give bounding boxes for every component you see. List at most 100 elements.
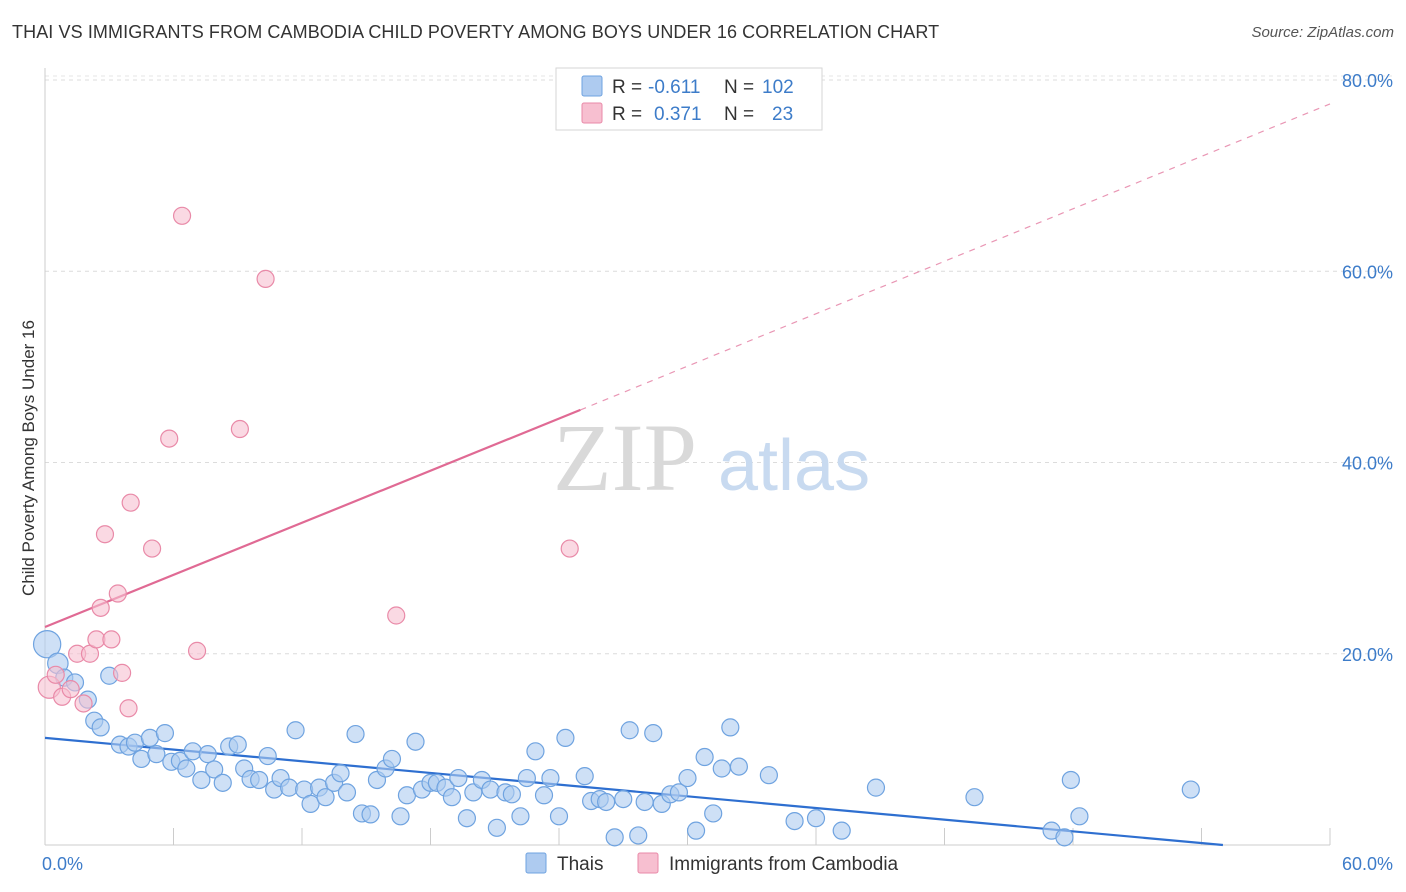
y-tick-labels: 20.0% 40.0% 60.0% 80.0% <box>1342 71 1393 665</box>
thais-point-48 <box>406 732 425 751</box>
cambodia-point-15 <box>142 539 162 558</box>
thais-point-24 <box>228 735 247 754</box>
thais-point-22 <box>213 773 232 792</box>
thais-point-75 <box>620 721 639 740</box>
legend-cambodia-r-label: R = <box>612 104 642 125</box>
thais-trend-line <box>44 736 1224 847</box>
legend-bottom-thais-swatch <box>525 852 547 874</box>
thais-point-58 <box>481 780 500 799</box>
thais-point-76 <box>629 826 648 845</box>
thais-point-78 <box>644 724 663 743</box>
thais-point-20 <box>198 745 217 764</box>
thais-point-12 <box>140 728 160 748</box>
y-tick-label-1: 40.0% <box>1342 454 1393 474</box>
x-tick-labels: 0.0% 60.0% <box>42 854 1393 874</box>
legend-thais-r-value: -0.611 <box>648 77 700 98</box>
cambodia-point-13 <box>119 699 138 718</box>
chart-title: THAI VS IMMIGRANTS FROM CAMBODIA CHILD P… <box>12 22 940 42</box>
thais-point-31 <box>280 778 299 797</box>
thais-point-14 <box>155 724 175 743</box>
cambodia-point-21 <box>387 606 406 625</box>
thais-point-54 <box>449 768 468 788</box>
legend-cambodia-n-label: N = <box>724 104 754 125</box>
thais-point-42 <box>361 805 380 824</box>
legend-thais-n-value: 102 <box>762 77 794 98</box>
cambodia-point-3 <box>61 680 80 699</box>
thais-point-91 <box>806 809 826 828</box>
legend-bottom-cambodia-swatch <box>637 852 659 874</box>
thais-point-85 <box>704 804 723 823</box>
thais-point-72 <box>597 792 616 812</box>
thais-point-21 <box>205 760 224 779</box>
thais-point-86 <box>712 759 731 778</box>
thais-point-63 <box>517 768 536 788</box>
x-tick-label-0: 0.0% <box>42 854 83 874</box>
thais-point-74 <box>614 789 633 809</box>
thais-point-38 <box>331 764 350 783</box>
thais-point-81 <box>669 783 689 802</box>
cambodia-point-17 <box>172 206 192 225</box>
cambodia-point-1 <box>46 665 65 684</box>
thais-point-73 <box>605 828 624 847</box>
cambodia-point-20 <box>256 269 275 288</box>
thais-point-90 <box>785 811 804 831</box>
thais-point-64 <box>526 742 545 761</box>
thais-point-13 <box>147 745 166 764</box>
thais-point-34 <box>301 794 320 813</box>
thais-point-46 <box>391 807 410 826</box>
thais-point-97 <box>1061 770 1080 790</box>
cambodia-point-11 <box>108 584 127 603</box>
thais-point-98 <box>1070 807 1089 826</box>
y-tick-label-0: 20.0% <box>1342 645 1393 665</box>
cambodia-point-8 <box>91 598 110 617</box>
thais-point-93 <box>866 778 886 797</box>
y-tick-label-2: 60.0% <box>1342 262 1393 282</box>
legend-cambodia-swatch <box>581 102 603 124</box>
cambodia-point-18 <box>187 641 207 660</box>
cambodia-point-22 <box>560 539 579 558</box>
thais-point-82 <box>678 768 697 788</box>
y-tick-label-3: 80.0% <box>1342 71 1393 91</box>
thais-point-94 <box>965 788 984 807</box>
trend-lines <box>44 103 1331 847</box>
thais-point-18 <box>183 742 202 761</box>
thais-point-84 <box>695 747 714 767</box>
thais-point-0 <box>32 629 62 659</box>
thais-point-59 <box>487 818 506 837</box>
cambodia-point-19 <box>230 419 249 439</box>
data-points <box>32 206 1200 847</box>
thais-point-66 <box>541 768 560 788</box>
legend-cambodia-n-value: 23 <box>772 104 793 125</box>
thais-point-32 <box>286 721 305 740</box>
thais-point-87 <box>721 718 740 737</box>
thais-point-53 <box>442 788 462 807</box>
thais-point-67 <box>549 807 569 826</box>
legend-bottom-thais-label: Thais <box>557 854 603 875</box>
thais-point-28 <box>258 746 277 766</box>
thais-point-11 <box>132 749 151 769</box>
legend-thais-r-label: R = <box>612 77 642 98</box>
thais-point-10 <box>125 733 145 752</box>
cambodia-point-14 <box>121 493 140 512</box>
axes <box>44 68 1331 846</box>
thais-point-19 <box>192 770 211 790</box>
thais-point-40 <box>346 724 365 744</box>
cambodia-point-5 <box>74 694 93 713</box>
thais-point-69 <box>575 767 594 786</box>
cambodia-trend-extension <box>580 103 1331 411</box>
thais-point-89 <box>759 766 778 785</box>
gridlines <box>45 75 1392 655</box>
thais-point-36 <box>316 788 335 807</box>
watermark: ZIP atlas <box>553 404 870 511</box>
legend-thais-n-label: N = <box>724 77 754 98</box>
thais-point-83 <box>686 821 706 840</box>
legend-cambodia-r-value: 0.371 <box>654 104 702 125</box>
watermark-atlas: atlas <box>718 426 870 506</box>
x-tick-label-1: 60.0% <box>1342 854 1393 874</box>
thais-point-39 <box>337 783 357 802</box>
thais-point-17 <box>177 759 196 778</box>
thais-point-55 <box>457 809 477 828</box>
source-credit: Source: ZipAtlas.com <box>1251 24 1394 41</box>
thais-point-62 <box>511 807 530 826</box>
thais-point-92 <box>832 821 851 840</box>
